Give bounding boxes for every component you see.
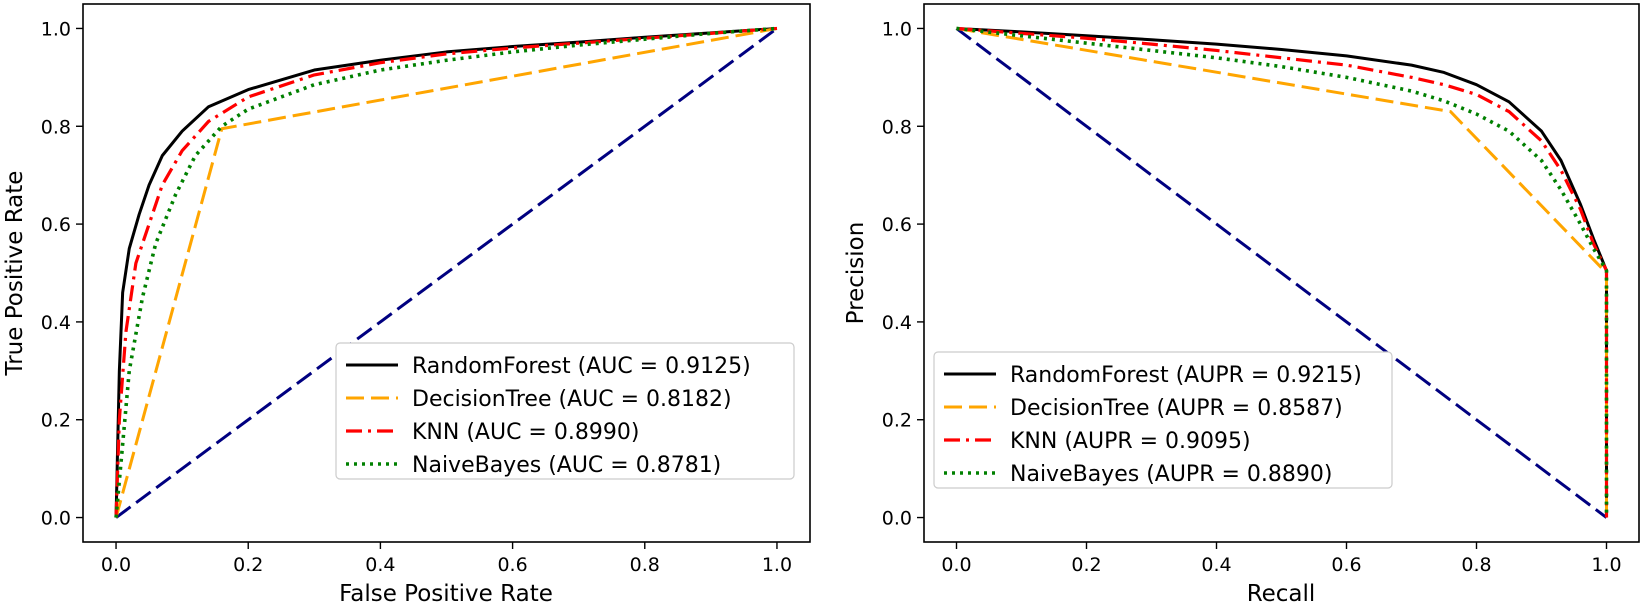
pr-x-tick-label: 0.0	[941, 554, 971, 576]
pr-y-tick-label: 0.6	[882, 214, 912, 236]
pr-y-tick-label: 0.2	[882, 410, 912, 432]
roc-legend-box	[335, 342, 795, 480]
roc-chance-line	[115, 27, 778, 519]
roc-x-tick-label: 0.2	[233, 554, 263, 576]
pr-ticks: 0.0 0.2 0.4 0.6 0.8 1.0 0.0 0.2 0.4 0.6 0.8 1.0	[882, 18, 1622, 576]
roc-y-tick-label: 0.8	[41, 116, 71, 138]
roc-y-tick-label: 0.0	[41, 508, 71, 530]
roc-legend-label-naivebayes: NaiveBayes (AUC = 0.8781)	[412, 453, 721, 478]
roc-x-tick-label: 0.6	[497, 554, 527, 576]
pr-y-tick-label: 0.4	[882, 312, 912, 334]
pr-x-tick-label: 0.2	[1071, 554, 1101, 576]
pr-y-tick-label: 0.8	[882, 116, 912, 138]
roc-curves	[114, 26, 778, 519]
pr-curves	[955, 26, 1609, 519]
pr-x-axis-label: Recall	[1247, 581, 1316, 607]
roc-legend-label-decisiontree: DecisionTree (AUC = 0.8182)	[412, 387, 732, 412]
roc-x-tick-label: 0.8	[630, 554, 660, 576]
roc-legend: RandomForest (AUC = 0.9125) DecisionTree …	[335, 342, 795, 480]
roc-y-tick-label: 1.0	[41, 18, 71, 40]
pr-x-tick-label: 1.0	[1591, 554, 1621, 576]
roc-legend-label-knn: KNN (AUC = 0.8990)	[412, 420, 639, 445]
roc-x-axis-label: False Positive Rate	[339, 581, 553, 607]
pr-chance-line	[955, 27, 1608, 519]
pr-x-tick-label: 0.6	[1331, 554, 1361, 576]
pr-legend-label-naivebayes: NaiveBayes (AUPR = 0.8890)	[1010, 462, 1332, 487]
roc-x-tick-label: 1.0	[762, 554, 792, 576]
pr-y-axis-label: Precision	[843, 222, 869, 325]
roc-panel: 0.0 0.2 0.4 0.6 0.8 1.0 0.0 0.2 0.4 0.6 0.8 1.0 Fal…	[2, 3, 811, 607]
roc-series-decisiontree	[114, 26, 778, 518]
pr-panel: 0.0 0.2 0.4 0.6 0.8 1.0 0.0 0.2 0.4 0.6 0.8 1.0 Rec…	[843, 3, 1640, 607]
pr-plot-area	[923, 3, 1640, 543]
roc-series-knn	[114, 26, 778, 518]
roc-x-tick-label: 0.4	[365, 554, 395, 576]
pr-series-decisiontree	[956, 26, 1608, 518]
pr-y-tick-label: 1.0	[882, 18, 912, 40]
pr-x-tick-label: 0.8	[1461, 554, 1491, 576]
pr-legend-label-decisiontree: DecisionTree (AUPR = 0.8587)	[1010, 396, 1343, 421]
roc-y-tick-label: 0.4	[41, 312, 71, 334]
roc-y-tick-label: 0.2	[41, 410, 71, 432]
roc-y-tick-label: 0.6	[41, 214, 71, 236]
roc-y-axis-label: True Positive Rate	[2, 171, 28, 377]
pr-legend-box	[933, 351, 1393, 489]
pr-series-knn	[956, 26, 1609, 518]
roc-ticks: 0.0 0.2 0.4 0.6 0.8 1.0 0.0 0.2 0.4 0.6 0.8 1.0	[41, 18, 792, 576]
pr-y-tick-label: 0.0	[882, 508, 912, 530]
roc-legend-label-randomforest: RandomForest (AUC = 0.9125)	[412, 354, 751, 379]
pr-legend-label-randomforest: RandomForest (AUPR = 0.9215)	[1010, 363, 1362, 388]
pr-x-tick-label: 0.4	[1201, 554, 1231, 576]
pr-legend-label-knn: KNN (AUPR = 0.9095)	[1010, 429, 1251, 454]
pr-legend: RandomForest (AUPR = 0.9215) DecisionTree…	[933, 351, 1393, 489]
roc-x-tick-label: 0.0	[101, 554, 131, 576]
pr-series-randomforest	[956, 26, 1608, 518]
roc-plot-area	[82, 3, 811, 543]
